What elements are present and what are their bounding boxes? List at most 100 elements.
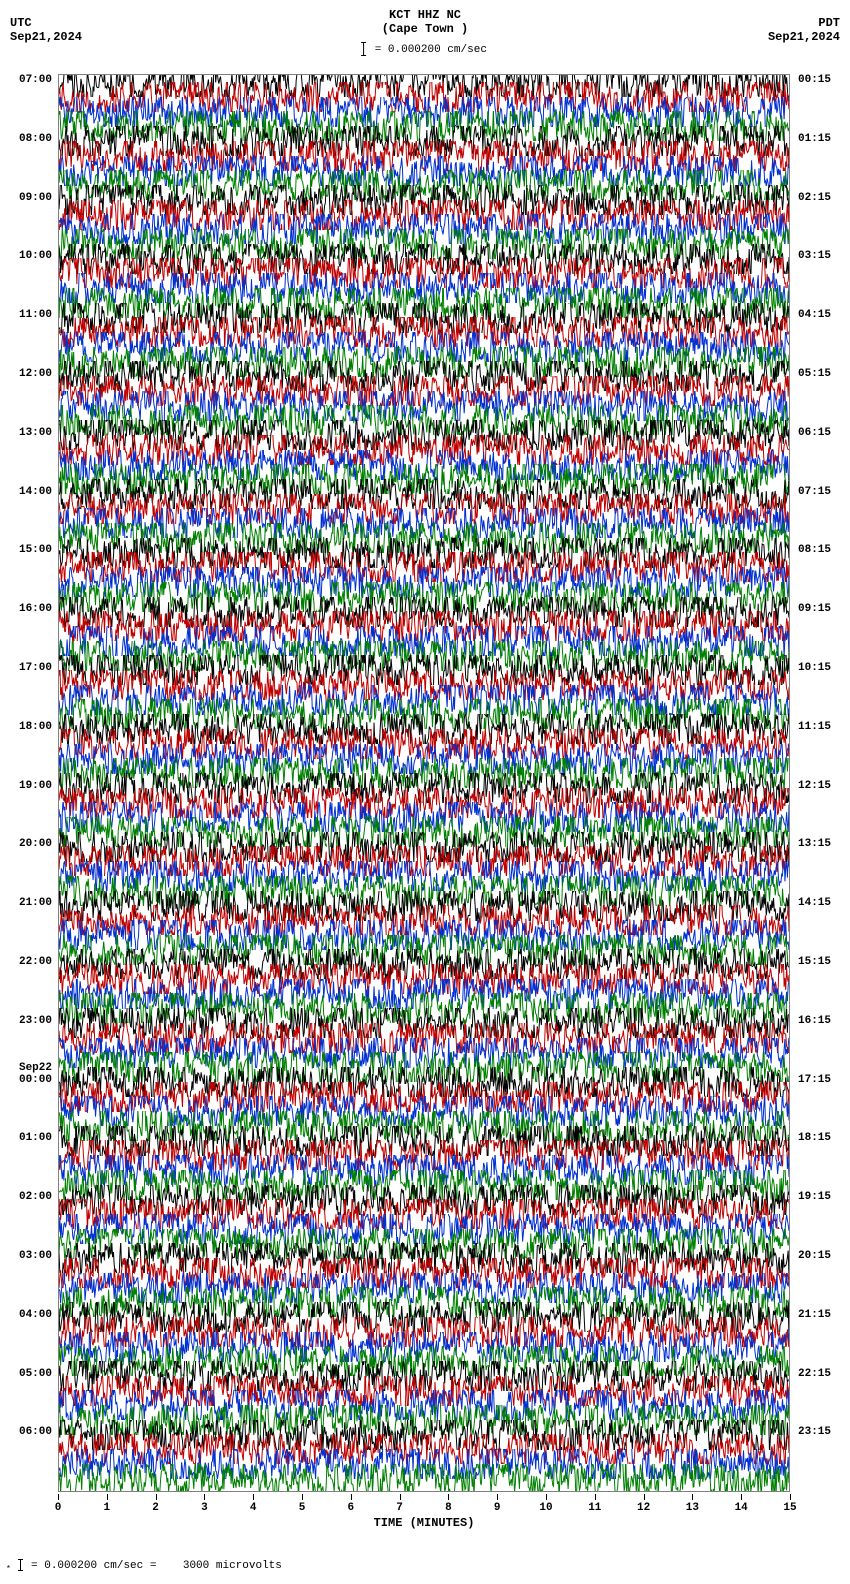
pdt-hour-label: 01:15 [798,133,831,145]
x-tick-label: 2 [152,1502,159,1514]
utc-hour-label: 06:00 [19,1426,52,1438]
pdt-hour-label: 10:15 [798,662,831,674]
x-tick-label: 7 [396,1502,403,1514]
utc-hour-label: 19:00 [19,780,52,792]
scale-indicator: = 0.000200 cm/sec [363,42,487,56]
pdt-hour-label: 13:15 [798,838,831,850]
utc-hour-label: 02:00 [19,1191,52,1203]
station-name: (Cape Town ) [382,22,468,36]
x-axis: TIME (MINUTES) 0123456789101112131415 [58,1494,790,1534]
header-left: UTC Sep21,2024 [10,16,82,44]
utc-hour-label: 01:00 [19,1132,52,1144]
pdt-hour-label: 20:15 [798,1250,831,1262]
pdt-hour-label: 02:15 [798,192,831,204]
pdt-hour-label: 03:15 [798,250,831,262]
chart-header: UTC Sep21,2024 KCT HHZ NC (Cape Town ) P… [0,8,850,68]
utc-hour-label: 09:00 [19,192,52,204]
utc-hour-label: 04:00 [19,1309,52,1321]
x-tick [400,1494,401,1500]
plot-area [58,74,790,1492]
pdt-hour-label: 04:15 [798,309,831,321]
footer-star-icon: * [6,1565,11,1574]
x-tick [156,1494,157,1500]
utc-hour-label: 15:00 [19,544,52,556]
trace-row [59,1464,789,1492]
utc-hour-label: 17:00 [19,662,52,674]
x-tick-label: 6 [347,1502,354,1514]
utc-hour-label: 00:00 [19,1074,52,1086]
x-tick [107,1494,108,1500]
footer-scale: * = 0.000200 cm/sec = 3000 microvolts [6,1559,282,1574]
tz-right-label: PDT [768,16,840,30]
date-left-label: Sep21,2024 [10,30,82,44]
utc-time-labels: 07:00 08:00 09:00 10:00 11:00 12:00 13:00 14:00… [0,74,56,1492]
pdt-hour-label: 06:15 [798,427,831,439]
x-tick [790,1494,791,1500]
utc-hour-label: 16:00 [19,603,52,615]
x-tick-label: 8 [445,1502,452,1514]
utc-hour-label: 08:00 [19,133,52,145]
tz-left-label: UTC [10,16,82,30]
pdt-hour-label: 09:15 [798,603,831,615]
footer-text-a: = 0.000200 cm/sec = [31,1560,156,1572]
utc-hour-label: 10:00 [19,250,52,262]
x-tick [204,1494,205,1500]
pdt-hour-label: 15:15 [798,956,831,968]
station-code: KCT HHZ NC [382,8,468,22]
x-tick-label: 5 [299,1502,306,1514]
utc-hour-label: 03:00 [19,1250,52,1262]
x-tick [351,1494,352,1500]
pdt-hour-label: 21:15 [798,1309,831,1321]
x-tick-label: 11 [588,1502,601,1514]
utc-hour-label: 05:00 [19,1368,52,1380]
utc-hour-label: 07:00 [19,74,52,86]
utc-hour-label: 12:00 [19,368,52,380]
x-tick [644,1494,645,1500]
utc-hour-label: 11:00 [19,309,52,321]
utc-hour-label: 14:00 [19,486,52,498]
x-tick [595,1494,596,1500]
x-tick-label: 15 [783,1502,796,1514]
x-tick-label: 12 [637,1502,650,1514]
day-change-label: Sep22 [19,1062,52,1074]
x-tick-label: 1 [103,1502,110,1514]
x-tick-label: 4 [250,1502,257,1514]
x-tick-label: 3 [201,1502,208,1514]
footer-bar-icon [20,1559,21,1571]
x-tick-label: 0 [55,1502,62,1514]
utc-hour-label: 21:00 [19,897,52,909]
utc-hour-label: 23:00 [19,1015,52,1027]
x-tick [546,1494,547,1500]
x-tick [741,1494,742,1500]
utc-hour-label: 22:00 [19,956,52,968]
scale-text: = 0.000200 cm/sec [375,44,487,56]
x-tick-label: 14 [735,1502,748,1514]
pdt-hour-label: 23:15 [798,1426,831,1438]
x-tick [302,1494,303,1500]
pdt-hour-label: 17:15 [798,1074,831,1086]
date-right-label: Sep21,2024 [768,30,840,44]
scale-bar-icon [363,42,364,56]
x-axis-title: TIME (MINUTES) [374,1516,475,1530]
header-right: PDT Sep21,2024 [768,16,840,44]
utc-hour-label: 20:00 [19,838,52,850]
utc-hour-label: 13:00 [19,427,52,439]
pdt-time-labels: 00:15 01:15 02:15 03:15 04:15 05:15 06:15 07:15… [794,74,850,1492]
pdt-hour-label: 00:15 [798,74,831,86]
footer-text-b: 3000 microvolts [183,1560,282,1572]
pdt-hour-label: 12:15 [798,780,831,792]
header-center: KCT HHZ NC (Cape Town ) [382,8,468,36]
pdt-hour-label: 07:15 [798,486,831,498]
x-tick [497,1494,498,1500]
pdt-hour-label: 19:15 [798,1191,831,1203]
x-tick [58,1494,59,1500]
pdt-hour-label: 05:15 [798,368,831,380]
pdt-hour-label: 11:15 [798,721,831,733]
pdt-hour-label: 16:15 [798,1015,831,1027]
x-tick-label: 13 [686,1502,699,1514]
x-tick [253,1494,254,1500]
seismogram-helicorder: UTC Sep21,2024 KCT HHZ NC (Cape Town ) P… [0,0,850,1584]
x-tick-label: 9 [494,1502,501,1514]
pdt-hour-label: 08:15 [798,544,831,556]
utc-hour-label: 18:00 [19,721,52,733]
